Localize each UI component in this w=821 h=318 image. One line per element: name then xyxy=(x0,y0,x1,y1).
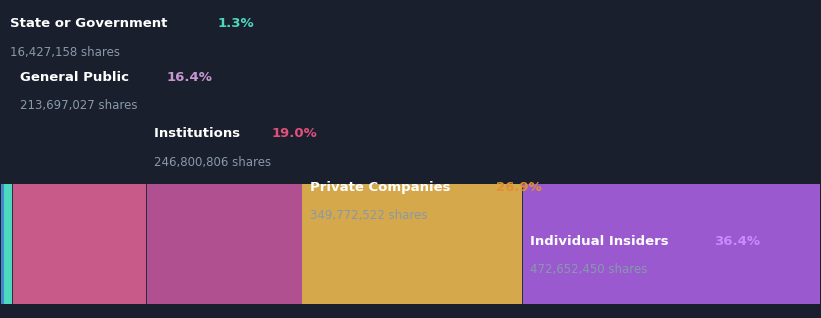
Text: 36.4%: 36.4% xyxy=(714,235,760,248)
Text: 213,697,027 shares: 213,697,027 shares xyxy=(21,99,138,112)
Bar xyxy=(12,184,146,304)
Text: 1.3%: 1.3% xyxy=(218,17,255,30)
Bar xyxy=(522,184,819,304)
Bar xyxy=(146,184,301,304)
Text: Private Companies: Private Companies xyxy=(310,181,455,194)
Bar xyxy=(2,184,4,304)
Text: 16,427,158 shares: 16,427,158 shares xyxy=(10,45,120,59)
Text: General Public: General Public xyxy=(21,71,134,84)
Text: 472,652,450 shares: 472,652,450 shares xyxy=(530,263,647,276)
Text: Individual Insiders: Individual Insiders xyxy=(530,235,673,248)
Text: 16.4%: 16.4% xyxy=(167,71,212,84)
Text: 246,800,806 shares: 246,800,806 shares xyxy=(154,156,272,169)
Text: Institutions: Institutions xyxy=(154,128,245,141)
Text: 349,772,522 shares: 349,772,522 shares xyxy=(310,210,428,222)
Text: State or Government: State or Government xyxy=(10,17,172,30)
Bar xyxy=(301,184,522,304)
Text: 19.0%: 19.0% xyxy=(271,128,317,141)
Bar xyxy=(2,184,12,304)
Text: 26.9%: 26.9% xyxy=(497,181,542,194)
